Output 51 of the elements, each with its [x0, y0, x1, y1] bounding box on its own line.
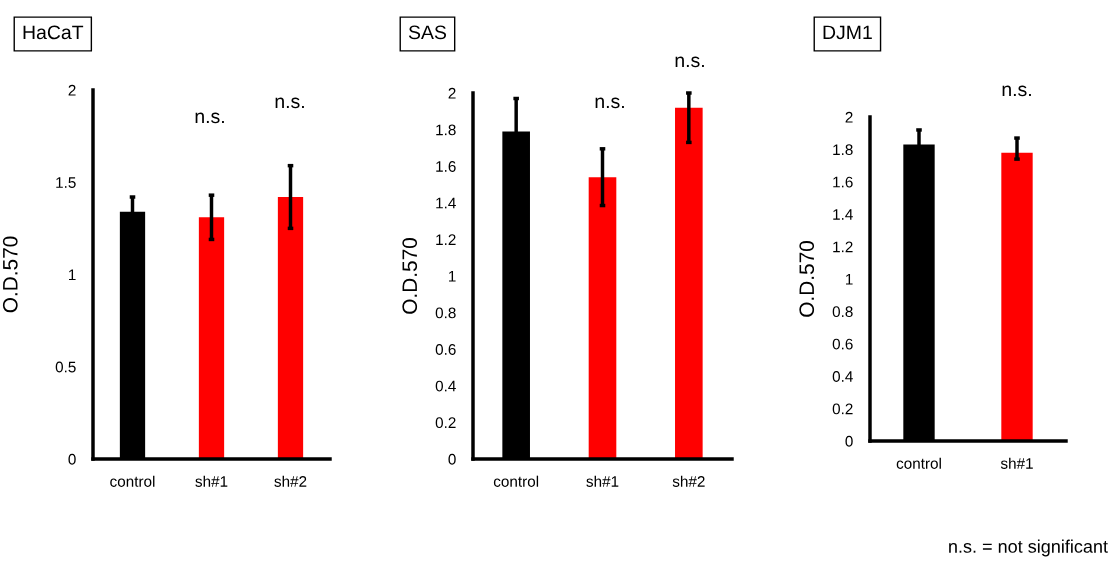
- text: n.s.: [675, 56, 704, 68]
- y-tick-label: 1.4: [436, 197, 456, 209]
- text: n.s. = not significant: [949, 539, 1108, 557]
- bar: [198, 217, 225, 459]
- y-tick-label: 1: [846, 274, 853, 285]
- y-tick-label: 0: [845, 435, 853, 447]
- bar: [277, 197, 304, 459]
- x-tick-label: sh#1: [1000, 457, 1033, 469]
- y-tick-label: 0.6: [435, 344, 456, 355]
- x-tick-label: sh#2: [274, 475, 307, 487]
- bar: [588, 177, 617, 459]
- x-tick-label: sh#1: [195, 475, 228, 487]
- y-tick-label: 1.6: [833, 176, 853, 188]
- y-axis-title: O.D.570: [402, 238, 418, 314]
- annotation: n.s.: [595, 97, 624, 109]
- x-tick-label: control: [493, 475, 539, 487]
- y-axis-title: O.D.570: [2, 236, 18, 313]
- x-tick-label: control: [896, 457, 941, 469]
- annotation: n.s.: [195, 112, 224, 124]
- y-tick-label: 0: [68, 453, 76, 465]
- y-tick-label: 1: [69, 269, 76, 281]
- text: n.s.: [1002, 85, 1031, 97]
- bar: [675, 107, 703, 459]
- y-axis-title: O.D.570: [799, 241, 815, 317]
- chart-title: HaCaT: [23, 25, 84, 40]
- annotation: n.s.: [275, 97, 304, 109]
- y-tick-label: 0.8: [832, 306, 853, 318]
- y-tick-label: 0.5: [55, 361, 76, 373]
- x-tick-label: sh#1: [586, 475, 619, 487]
- y-tick-label: 2: [845, 111, 853, 123]
- y-tick-label: 1.2: [436, 234, 456, 245]
- y-tick-label: 1.5: [56, 177, 76, 188]
- y-tick-label: 0.4: [832, 371, 853, 382]
- y-tick-label: 1.6: [436, 161, 456, 172]
- chart-title: SAS: [408, 25, 447, 40]
- y-tick-label: 0.4: [435, 380, 456, 392]
- y-tick-label: 1: [449, 271, 456, 282]
- y-tick-label: 1.4: [833, 209, 853, 220]
- x-tick-label: control: [110, 475, 155, 487]
- y-tick-label: 1.2: [833, 241, 853, 253]
- y-tick-label: 0: [448, 453, 456, 465]
- y-tick-label: 1.8: [436, 124, 456, 136]
- y-tick-label: 2: [68, 84, 76, 96]
- y-tick-label: 1.8: [833, 144, 853, 156]
- y-tick-label: 2: [448, 87, 456, 99]
- chart-title: DJM1: [823, 25, 872, 40]
- y-tick-label: 0.2: [832, 403, 853, 415]
- x-tick-label: sh#2: [672, 475, 705, 487]
- y-tick-label: 0.8: [435, 307, 456, 319]
- y-tick-label: 0.2: [435, 417, 456, 429]
- y-tick-label: 0.6: [832, 338, 853, 350]
